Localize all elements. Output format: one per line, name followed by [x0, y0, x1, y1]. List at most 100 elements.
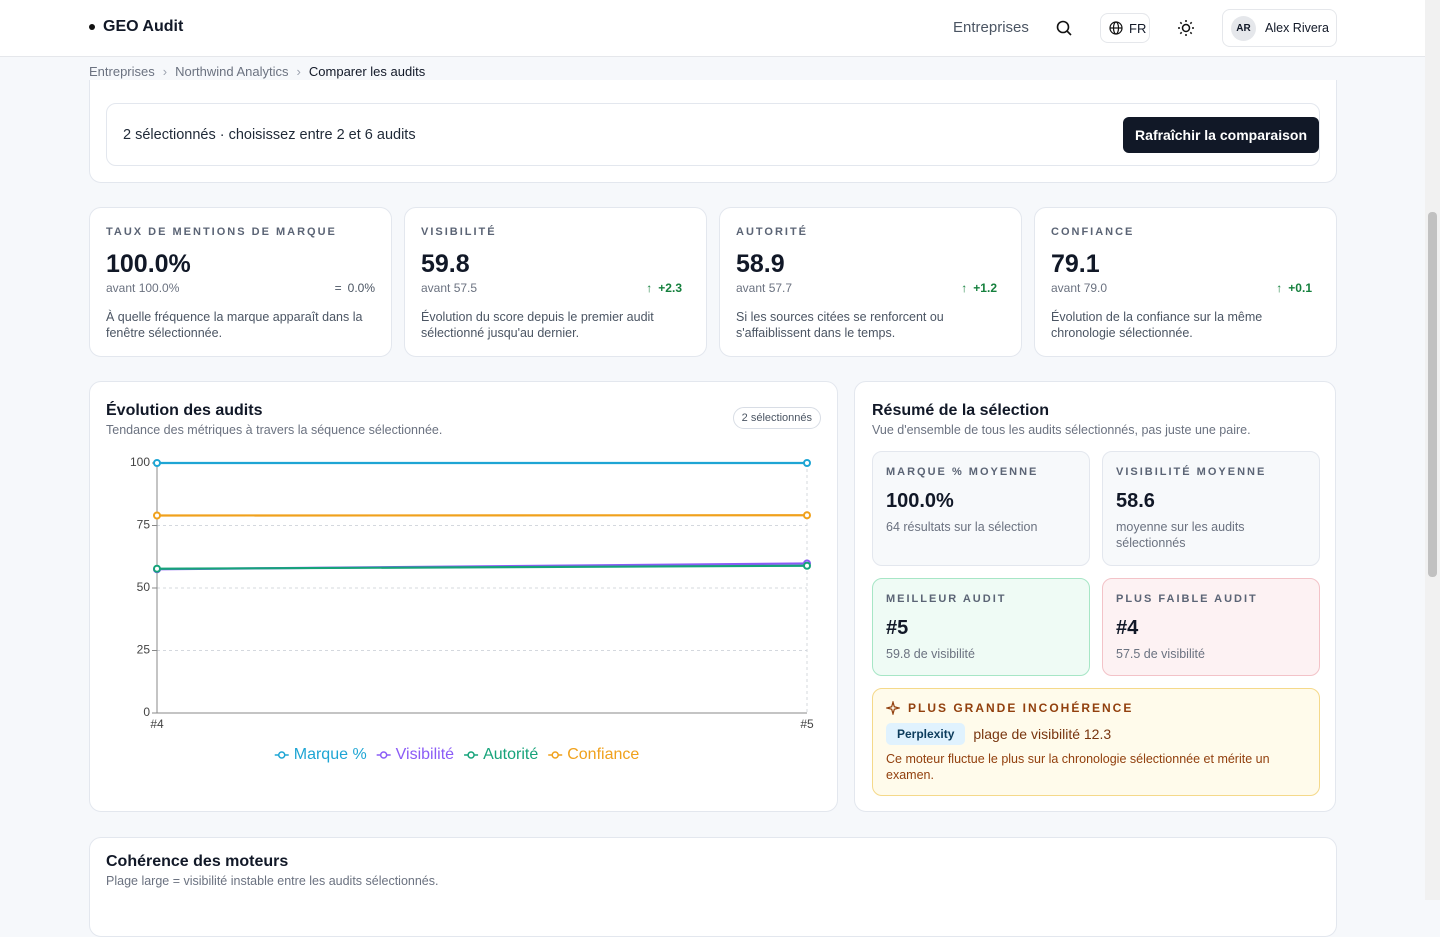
summary-label: PLUS FAIBLE AUDIT — [1116, 593, 1306, 605]
inconsistency-range: plage de visibilité 12.3 — [973, 726, 1111, 742]
selection-status: 2 sélectionnés · choisissez entre 2 et 6… — [123, 127, 416, 143]
metric-card: AUTORITÉ 58.9 avant 57.7 ↑+1.2 Si les source… — [719, 207, 1022, 357]
inconsistency-label: PLUS GRANDE INCOHÉRENCE — [908, 701, 1133, 715]
delta-icon: ↑ — [1276, 281, 1282, 295]
summary-note: moyenne sur les audits sélectionnés — [1116, 519, 1306, 551]
summary-note: 64 résultats sur la sélection — [886, 519, 1076, 535]
inconsistency-note: Ce moteur fluctue le plus sur la chronol… — [886, 751, 1306, 783]
y-tick-label: 75 — [137, 518, 151, 532]
data-point — [804, 460, 810, 466]
summary-label: MEILLEUR AUDIT — [886, 593, 1076, 605]
y-tick-label: 0 — [143, 705, 150, 719]
delta-value: +2.3 — [658, 281, 682, 295]
metric-delta: = 0.0% — [335, 281, 375, 295]
legend-label: Marque % — [294, 746, 367, 763]
selection-panel: 2 sélectionnés · choisissez entre 2 et 6… — [89, 80, 1337, 183]
nav-link[interactable]: Entreprises — [953, 19, 1029, 36]
inconsistency-card: PLUS GRANDE INCOHÉRENCE Perplexity plage… — [872, 688, 1320, 796]
user-name: Alex Rivera — [1265, 21, 1329, 35]
data-point — [154, 566, 160, 572]
search-icon[interactable] — [1055, 19, 1073, 37]
breadcrumb-item[interactable]: Entreprises — [89, 64, 155, 79]
globe-icon — [1109, 21, 1123, 35]
data-point — [154, 513, 160, 519]
metric-delta: ↑ +2.3 — [646, 281, 682, 295]
language: FR — [1129, 21, 1146, 36]
metric-delta: ↑ +0.1 — [1276, 281, 1312, 295]
metric-previous: avant 57.5 — [421, 281, 477, 295]
y-tick-label: 50 — [137, 580, 151, 594]
delta-value: 0.0% — [348, 281, 375, 295]
panel-title: Résumé de la sélection — [872, 402, 1251, 420]
metric-row: avant 79.0 ↑ +0.1 — [1051, 281, 1320, 295]
metric-description: À quelle fréquence la marque apparaît da… — [106, 309, 375, 341]
scrollbar-thumb[interactable] — [1428, 212, 1437, 577]
selection-bar: 2 sélectionnés · choisissez entre 2 et 6… — [106, 103, 1320, 166]
metric-value: 100.0% — [106, 250, 375, 279]
legend-marker — [381, 752, 387, 758]
metric-description: Si les sources citées se renforcent ou s… — [736, 309, 1005, 341]
summary-label: MARQUE % MOYENNE — [886, 466, 1076, 478]
language-button[interactable]: FR — [1100, 13, 1150, 43]
avatar: AR — [1231, 16, 1256, 41]
delta-icon: ↑ — [961, 281, 967, 295]
metric-label: AUTORITÉ — [736, 226, 1005, 238]
delta-value: +0.1 — [1288, 281, 1312, 295]
summary-value: #5 — [886, 617, 1076, 640]
summary-note: 59.8 de visibilité — [886, 646, 1076, 662]
legend-item: Visibilité — [377, 746, 455, 763]
y-tick-label: 100 — [130, 455, 150, 469]
metric-value: 58.9 — [736, 250, 1005, 279]
legend-marker — [552, 752, 558, 758]
summary-header: Résumé de la sélection Vue d'ensemble de… — [872, 402, 1251, 437]
top-bar: GEO Audit Entreprises FR AR Alex Rivera — [0, 0, 1425, 57]
inconsistency-heading: PLUS GRANDE INCOHÉRENCE — [886, 701, 1306, 715]
metric-value: 79.1 — [1051, 250, 1320, 279]
legend-item: Confiance — [548, 746, 639, 763]
refresh-button[interactable]: Rafraîchir la comparaison — [1123, 117, 1319, 153]
summary-value: 58.6 — [1116, 490, 1306, 513]
data-point — [154, 460, 160, 466]
metric-previous: avant 79.0 — [1051, 281, 1107, 295]
legend-marker — [468, 752, 474, 758]
user-menu[interactable]: AR Alex Rivera — [1222, 9, 1337, 47]
legend-label: Confiance — [567, 746, 639, 763]
metric-previous: avant 57.7 — [736, 281, 792, 295]
theme-icon[interactable] — [1177, 19, 1195, 37]
metric-row: avant 100.0%=0.0% — [106, 281, 375, 295]
inconsistency-row: Perplexity plage de visibilité 12.3 — [886, 723, 1306, 745]
metric-description: Évolution du score depuis le premier aud… — [421, 309, 690, 341]
page: GEO Audit Entreprises FR AR Alex Rivera … — [0, 0, 1440, 900]
metric-label: VISIBILITÉ — [421, 226, 690, 238]
engine-badge: Perplexity — [886, 723, 965, 745]
y-tick-label: 25 — [137, 643, 151, 657]
summary-value: 100.0% — [886, 490, 1076, 513]
summary-value: #4 — [1116, 617, 1306, 640]
delta-icon: ↑ — [646, 281, 652, 295]
summary-panel: Résumé de la sélection Vue d'ensemble de… — [854, 381, 1336, 812]
metric-delta: ↑+1.2 — [961, 281, 997, 295]
metric-row: avant 57.7 ↑+1.2 — [736, 281, 1005, 295]
brand[interactable]: GEO Audit — [89, 18, 183, 36]
series-line — [157, 566, 807, 569]
summary-card: MEILLEUR AUDIT #5 59.8 de visibilité — [872, 578, 1090, 676]
panel-title: Cohérence des moteurs — [106, 853, 1320, 871]
summary-card: MARQUE % MOYENNE 100.0% 64 résultats sur l… — [872, 451, 1090, 566]
evolution-panel: Évolution des audits Tendance des métriq… — [89, 381, 838, 812]
x-tick-label: #5 — [800, 717, 814, 731]
metric-label: TAUX DE MENTIONS DE MARQUE — [106, 226, 375, 238]
breadcrumb-item[interactable]: Northwind Analytics — [175, 64, 288, 79]
brand-name[interactable]: GEO Audit — [103, 18, 183, 36]
scrollbar[interactable] — [1425, 0, 1440, 900]
legend-label: Visibilité — [396, 746, 455, 763]
sparkle-icon — [886, 701, 900, 715]
breadcrumb-separator: › — [297, 64, 301, 79]
metric-description: Évolution de la confiance sur la même ch… — [1051, 309, 1320, 341]
delta-icon: = — [335, 281, 342, 295]
breadcrumb-item: Comparer les audits — [309, 64, 425, 79]
panel-subtitle: Vue d'ensemble de tous les audits sélect… — [872, 423, 1251, 437]
